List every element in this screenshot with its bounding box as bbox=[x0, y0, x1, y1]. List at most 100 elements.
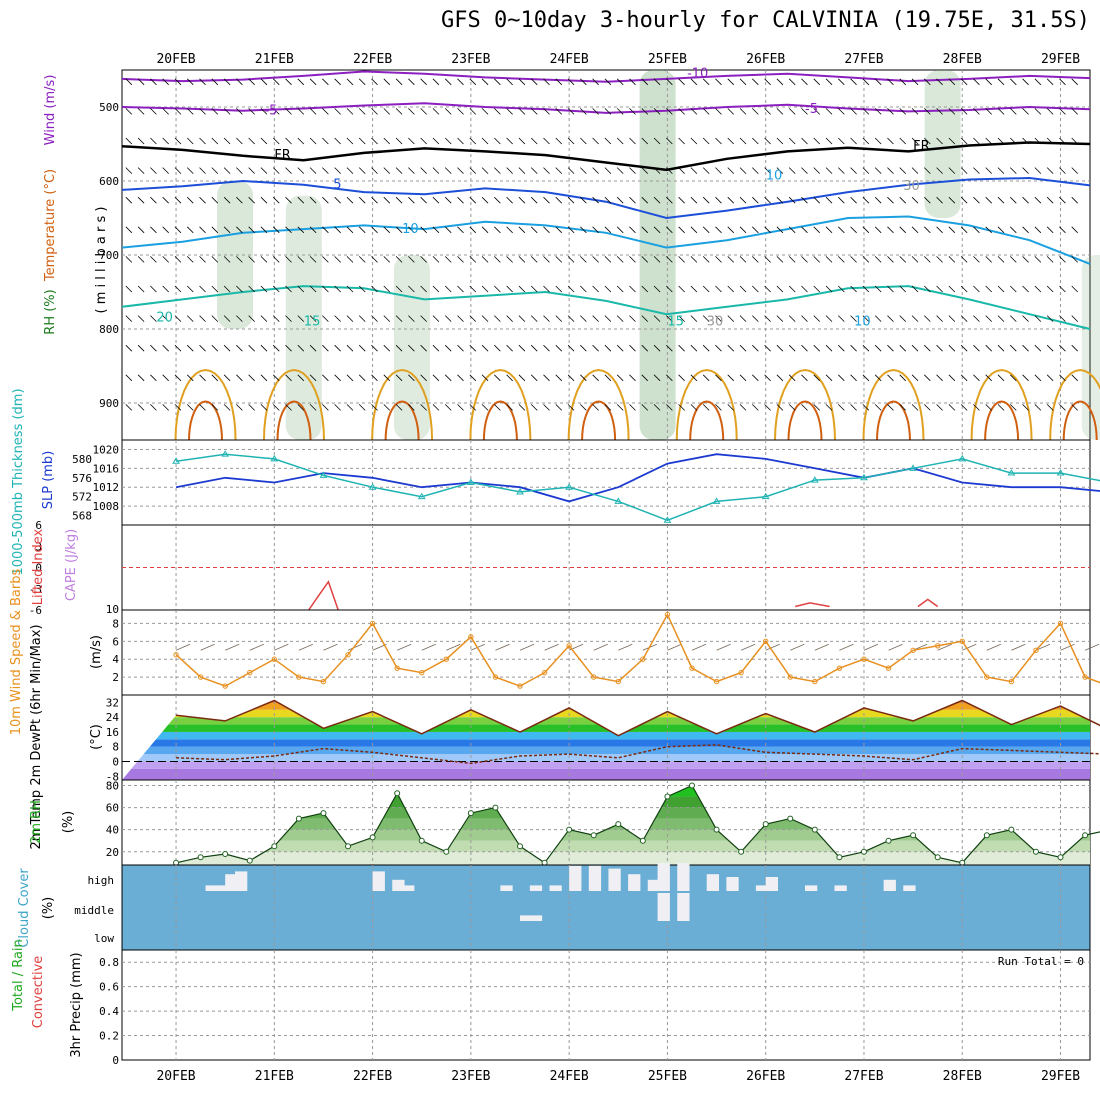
wind-barb bbox=[494, 404, 501, 411]
thickness-marker bbox=[860, 473, 868, 481]
wind-barb bbox=[358, 137, 366, 145]
pressure-tick-700: 700 bbox=[99, 249, 119, 262]
wind-barb-10m bbox=[1011, 643, 1026, 651]
rh-marker bbox=[345, 843, 352, 850]
wind-barb bbox=[788, 137, 796, 145]
wind-barb bbox=[788, 404, 796, 411]
wind-barb bbox=[285, 285, 292, 293]
wind-barb bbox=[334, 374, 341, 382]
wind-barb bbox=[973, 108, 980, 115]
wind-barb bbox=[297, 137, 305, 145]
wind-barb bbox=[1022, 78, 1029, 86]
rh-tick-20: 20 bbox=[106, 846, 119, 859]
wind-barb bbox=[150, 374, 157, 382]
wind-barb bbox=[641, 226, 649, 234]
wind-barb bbox=[432, 226, 440, 234]
wind-barb bbox=[592, 404, 599, 411]
wind-barb bbox=[174, 196, 182, 204]
wind-barb bbox=[223, 315, 231, 322]
wind-barb bbox=[936, 167, 943, 174]
wind-barb bbox=[973, 374, 980, 382]
temp-contour--5 bbox=[121, 102, 1091, 114]
wind-barb bbox=[1046, 226, 1054, 234]
wind-barb bbox=[985, 108, 993, 115]
wind-barb bbox=[223, 404, 231, 411]
wind-barb bbox=[457, 404, 464, 411]
wind-barb bbox=[1034, 137, 1042, 145]
wind-barb bbox=[948, 344, 956, 352]
wind-barb bbox=[530, 226, 538, 234]
wind-barb bbox=[174, 374, 182, 382]
wind-barb bbox=[395, 344, 403, 352]
thickness-marker bbox=[909, 464, 917, 471]
wind-barb-10m bbox=[1060, 643, 1075, 651]
wind-barb-10m bbox=[716, 643, 731, 651]
wind-barb bbox=[137, 256, 145, 263]
wind-barb bbox=[1046, 78, 1054, 86]
wind-barb bbox=[150, 167, 157, 174]
wind-barb bbox=[850, 226, 857, 234]
wind-barb bbox=[260, 374, 268, 382]
rh-band bbox=[176, 829, 1090, 841]
wind-barb bbox=[260, 404, 268, 411]
wind-barb bbox=[518, 78, 526, 86]
wind-barb bbox=[518, 374, 526, 382]
rh-marker bbox=[713, 826, 720, 833]
wind-barb bbox=[1071, 374, 1078, 382]
wind-barb bbox=[911, 374, 919, 382]
wind-barb bbox=[727, 374, 735, 382]
wind-barb bbox=[727, 196, 735, 204]
wind-barb-10m bbox=[593, 643, 608, 651]
wind-barb bbox=[580, 167, 587, 174]
wind-barb bbox=[518, 404, 526, 411]
lifted-tick-3: 3 bbox=[35, 540, 42, 553]
wind-barb bbox=[150, 285, 157, 293]
wind-barb bbox=[383, 167, 391, 174]
wind-barb bbox=[236, 108, 243, 115]
wind-barb bbox=[494, 344, 501, 352]
wind-barb bbox=[346, 374, 354, 382]
wind-speed-marker bbox=[566, 643, 572, 649]
wind-barb bbox=[678, 196, 685, 204]
wind-barb bbox=[371, 404, 378, 411]
wind-barb bbox=[715, 167, 722, 174]
wind-barb bbox=[543, 78, 550, 86]
wind-speed-marker bbox=[197, 674, 204, 680]
wind-barb bbox=[776, 196, 784, 204]
wind-barb bbox=[788, 344, 796, 352]
wind-barb bbox=[788, 256, 796, 263]
wind-barb bbox=[457, 315, 464, 322]
wind-barb bbox=[432, 344, 440, 352]
wind-barb bbox=[199, 404, 206, 411]
wind-barb bbox=[125, 137, 133, 145]
wind-barb bbox=[346, 78, 354, 86]
lifted-index-line bbox=[795, 602, 830, 608]
wind-barb bbox=[776, 344, 784, 352]
wind-barb bbox=[371, 285, 378, 293]
wind-barb bbox=[1071, 315, 1078, 322]
wind-barb bbox=[150, 78, 157, 86]
wind-barb bbox=[666, 137, 673, 145]
wind-barb bbox=[248, 167, 255, 174]
slp-tick-1012: 1012 bbox=[93, 481, 120, 494]
warm-contour-inner bbox=[984, 400, 1020, 441]
wind-barb bbox=[199, 285, 206, 293]
wind-barb bbox=[666, 374, 673, 382]
wind-barb bbox=[236, 196, 243, 204]
wind-barb bbox=[924, 167, 931, 174]
wind-barb bbox=[629, 167, 636, 174]
wind-barb bbox=[260, 137, 268, 145]
wind-barb-10m bbox=[986, 643, 1001, 651]
wind-barb bbox=[764, 344, 771, 352]
slp-tick-1016: 1016 bbox=[93, 462, 120, 475]
wind-barb bbox=[272, 256, 280, 263]
wind-barb bbox=[666, 285, 673, 293]
wind-barb bbox=[592, 315, 599, 322]
warm-contour bbox=[567, 368, 630, 441]
contour-label: 10 bbox=[766, 169, 783, 184]
wind-barb bbox=[481, 315, 489, 322]
wind-barb bbox=[764, 404, 771, 411]
wind-barb bbox=[125, 344, 133, 352]
cloud-cell bbox=[677, 893, 690, 921]
